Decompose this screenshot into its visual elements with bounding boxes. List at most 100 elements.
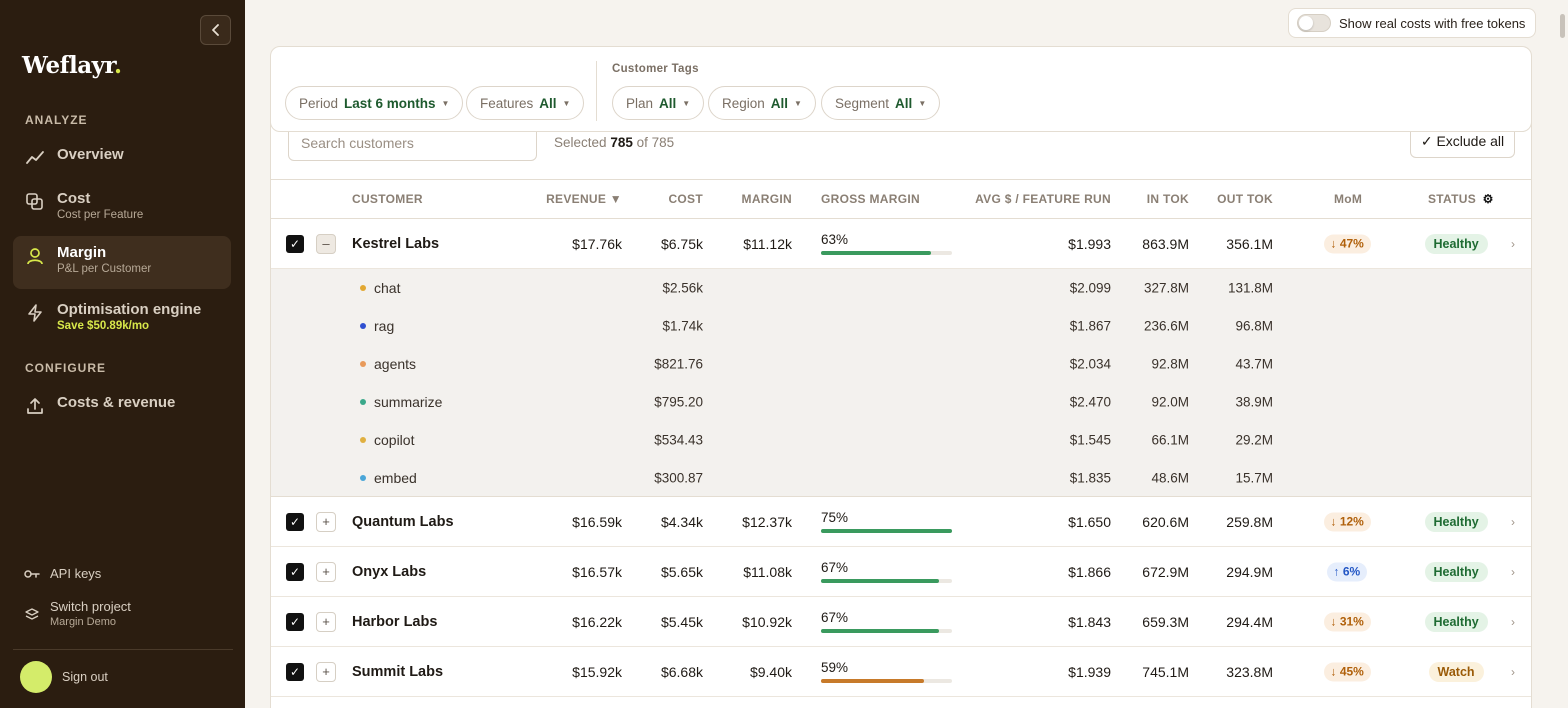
table-row[interactable]: ✓ + Onyx Labs $16.57k $5.65k $11.08k 67% $1.866…	[271, 547, 1531, 597]
segment-filter[interactable]: Segment All ▼	[821, 86, 941, 120]
settings-gear-icon[interactable]: ⚙	[1482, 192, 1494, 206]
mom-badge: ↓ 31%	[1323, 612, 1371, 631]
switch-project-label: Switch project	[50, 599, 131, 614]
row-checkbox[interactable]: ✓	[286, 512, 304, 531]
features-key: Features	[480, 95, 534, 111]
gross-margin-bar	[821, 579, 952, 583]
chevron-right-icon[interactable]: ›	[1511, 514, 1515, 529]
toggle-label: Show real costs with free tokens	[1339, 15, 1526, 31]
chevron-right-icon[interactable]: ›	[1511, 614, 1515, 629]
toggle-switch[interactable]	[1297, 14, 1331, 32]
cost-cell: $5.65k	[660, 563, 703, 580]
header-cost[interactable]: COST	[668, 192, 703, 206]
customer-name: Onyx Labs	[352, 563, 427, 580]
cost-cell: $6.68k	[660, 663, 703, 680]
table-row[interactable]: ✓ + Summit Labs $15.92k $6.68k $9.40k 59% $1.93…	[271, 647, 1531, 697]
expand-row-button[interactable]: +	[316, 511, 336, 532]
features-filter[interactable]: Features All ▼	[466, 86, 585, 120]
plan-key: Plan	[626, 95, 654, 111]
nav-margin[interactable]: Margin P&L per Customer	[13, 236, 231, 289]
customers-table: Selected 785 of 785 ✓ Exclude all CUSTOM…	[270, 110, 1532, 708]
selection-count: Selected 785 of 785	[554, 135, 675, 150]
caret-down-icon: ▼	[562, 98, 571, 108]
margin-cell: $9.40k	[749, 663, 792, 680]
sidebar: Weflayr. ANALYZE Overview Cost Cost per F…	[0, 0, 245, 708]
header-customer[interactable]: CUSTOMER	[352, 192, 423, 206]
gross-margin-cell: 67%	[821, 610, 952, 633]
feature-name: copilot	[374, 432, 415, 448]
period-filter[interactable]: Period Last 6 months ▼	[285, 86, 464, 120]
collapse-sidebar-button[interactable]	[200, 15, 231, 45]
chevron-right-icon[interactable]: ›	[1511, 236, 1515, 251]
user-icon	[27, 248, 43, 265]
caret-down-icon: ▼	[918, 98, 927, 108]
chevron-right-icon[interactable]: ›	[1511, 564, 1515, 579]
avg-feature-run-cell: $1.866	[1068, 563, 1111, 580]
region-filter[interactable]: Region All ▼	[708, 86, 816, 120]
header-avg-feature-run[interactable]: AVG $ / FEATURE RUN	[975, 192, 1111, 206]
divider	[271, 179, 1531, 180]
feature-cost: $534.43	[654, 432, 703, 448]
segment-value: All	[895, 95, 913, 111]
feature-avg: $2.099	[1069, 280, 1111, 296]
row-checkbox[interactable]: ✓	[286, 662, 304, 681]
plan-filter[interactable]: Plan All ▼	[612, 86, 705, 120]
upload-icon	[27, 398, 43, 414]
header-out-tok[interactable]: OUT TOK	[1217, 192, 1273, 206]
customer-name: Kestrel Labs	[352, 235, 440, 252]
in-tok-cell: 659.3M	[1142, 613, 1189, 630]
mom-badge: ↓ 45%	[1323, 662, 1371, 681]
row-checkbox[interactable]: ✓	[286, 612, 304, 631]
sidebar-divider	[13, 649, 233, 650]
table-row[interactable]: ✓ – Kestrel Labs $17.76k $6.75k $11.12k 63% $1.…	[271, 219, 1531, 269]
nav-overview[interactable]: Overview	[13, 138, 231, 176]
feature-in-tok: 236.6M	[1143, 318, 1189, 334]
scrollbar[interactable]	[1560, 14, 1565, 38]
header-mom[interactable]: MoM	[1334, 192, 1363, 206]
feature-row: embed $300.87 $1.835 48.6M 15.7M	[271, 459, 1531, 497]
expand-row-button[interactable]: +	[316, 611, 336, 632]
in-tok-cell: 672.9M	[1142, 563, 1189, 580]
gross-margin-cell: 59%	[821, 660, 952, 683]
feature-avg: $1.835	[1069, 470, 1111, 486]
gross-margin-bar	[821, 629, 952, 633]
api-keys-link[interactable]: API keys	[24, 566, 101, 581]
revenue-cell: $16.57k	[572, 563, 622, 580]
expand-row-button[interactable]: +	[316, 661, 336, 682]
status-badge: Healthy	[1424, 611, 1488, 632]
layers-icon	[25, 608, 39, 620]
section-analyze: ANALYZE	[25, 113, 88, 127]
real-costs-toggle[interactable]: Show real costs with free tokens	[1288, 8, 1537, 38]
nav-optim-label: Optimisation engine	[57, 301, 202, 318]
header-gross-margin[interactable]: GROSS MARGIN	[821, 192, 920, 206]
header-revenue[interactable]: REVENUE ▼	[546, 192, 622, 206]
nav-optimisation-engine[interactable]: Optimisation engine Save $50.89k/mo	[13, 293, 231, 340]
header-margin[interactable]: MARGIN	[741, 192, 792, 206]
switch-project-link[interactable]: Switch project Margin Demo	[24, 599, 131, 628]
row-checkbox[interactable]: ✓	[286, 562, 304, 581]
nav-overview-label: Overview	[57, 146, 124, 163]
expand-row-button[interactable]: +	[316, 561, 336, 582]
avatar[interactable]	[20, 661, 52, 693]
gross-margin-cell: 67%	[821, 560, 952, 583]
feature-in-tok: 92.0M	[1151, 394, 1189, 410]
status-badge: Healthy	[1424, 561, 1488, 582]
nav-cost[interactable]: Cost Cost per Feature	[13, 182, 231, 229]
feature-in-tok: 92.8M	[1151, 356, 1189, 372]
table-row[interactable]: ✓ + Harbor Labs $16.22k $5.45k $10.92k 67% $1.8…	[271, 597, 1531, 647]
header-in-tok[interactable]: IN TOK	[1146, 192, 1189, 206]
feature-dot	[360, 475, 366, 481]
header-status[interactable]: STATUS ⚙	[1428, 192, 1494, 206]
sign-out-link[interactable]: Sign out	[62, 670, 108, 684]
row-checkbox[interactable]: ✓	[286, 234, 304, 253]
collapse-row-button[interactable]: –	[316, 233, 336, 254]
customer-tags-title: Customer Tags	[612, 63, 699, 75]
gross-margin-bar-fill	[821, 579, 939, 583]
gross-margin-value: 67%	[821, 560, 849, 575]
feature-avg: $1.867	[1069, 318, 1111, 334]
nav-costs-revenue[interactable]: Costs & revenue	[13, 386, 231, 424]
chevron-right-icon[interactable]: ›	[1511, 664, 1515, 679]
feature-row: chat $2.56k $2.099 327.8M 131.8M	[271, 269, 1531, 307]
table-row[interactable]: ✓ + Quantum Labs $16.59k $4.34k $12.37k 75% $1.…	[271, 497, 1531, 547]
revenue-cell: $16.22k	[572, 613, 622, 630]
